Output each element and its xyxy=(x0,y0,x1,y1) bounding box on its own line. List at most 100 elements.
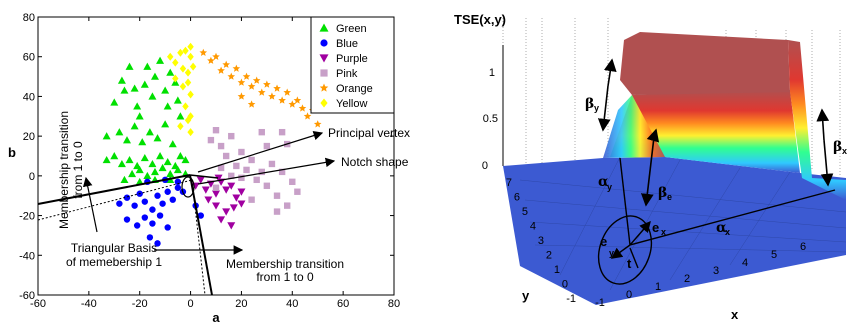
data-point-yellow xyxy=(182,46,189,55)
data-point-blue xyxy=(154,240,161,247)
data-point-orange xyxy=(247,82,256,90)
data-point-green xyxy=(115,128,124,136)
y-tick-label: 20 xyxy=(23,131,35,143)
data-point-blue xyxy=(164,224,171,231)
data-point-green xyxy=(138,138,147,146)
legend-marker-green xyxy=(319,23,329,32)
data-point-green xyxy=(117,159,126,168)
data-point-purple xyxy=(232,194,241,202)
surface-y-axis-label: y xyxy=(522,288,530,303)
scatter-x-axis-label: a xyxy=(212,310,220,323)
data-point-pink xyxy=(207,136,215,144)
data-point-yellow xyxy=(177,48,184,57)
legend-label-yellow: Yellow xyxy=(336,98,367,110)
data-point-pink xyxy=(253,176,260,184)
x-tick-label: 40 xyxy=(286,298,298,310)
data-point-purple xyxy=(212,202,220,210)
surface-chart: 0 0.5 1 xyxy=(454,12,847,322)
data-point-yellow xyxy=(184,68,192,77)
data-point-purple xyxy=(214,174,223,182)
y-tick-label: -60 xyxy=(19,290,35,302)
data-point-orange xyxy=(313,120,322,128)
alpha-x-subscript: x xyxy=(725,227,730,237)
data-point-purple xyxy=(196,176,205,184)
data-point-green xyxy=(176,112,185,120)
scatter-points xyxy=(102,42,322,247)
data-point-orange xyxy=(212,52,220,60)
data-point-green xyxy=(161,120,170,128)
data-point-yellow xyxy=(167,52,174,61)
surface-x-tick-label: -1 xyxy=(595,297,605,309)
data-point-yellow xyxy=(179,64,187,73)
alpha-y-label: α xyxy=(598,174,609,190)
data-point-green xyxy=(161,86,170,94)
membership-boundaries xyxy=(37,174,219,296)
data-point-green xyxy=(120,175,129,184)
data-point-green xyxy=(158,163,167,172)
surface-x-tick-label: 2 xyxy=(684,273,690,285)
data-point-green xyxy=(168,140,177,148)
surface-y-tick-label: 0 xyxy=(562,279,568,291)
data-point-green xyxy=(150,167,159,176)
surface-y-tick-label: 7 xyxy=(506,177,512,189)
data-point-pink xyxy=(258,128,265,136)
data-point-yellow xyxy=(172,74,179,83)
data-point-green xyxy=(130,84,139,92)
legend-marker-orange xyxy=(319,83,329,92)
data-point-pink xyxy=(228,132,235,140)
y-tick-label: 60 xyxy=(23,52,35,64)
x-tick-label: -60 xyxy=(30,298,46,310)
data-point-orange xyxy=(232,64,241,72)
data-point-orange xyxy=(278,96,286,104)
data-point-yellow xyxy=(189,62,197,71)
data-point-green xyxy=(120,86,129,94)
surface-y-tick-label: 3 xyxy=(538,235,544,247)
data-point-pink xyxy=(222,152,230,160)
data-point-pink xyxy=(268,160,276,168)
surface-x-tick-label: 1 xyxy=(655,281,661,293)
surface-y-tick-label: 6 xyxy=(514,192,520,204)
z-tick-label: 0.5 xyxy=(483,113,498,125)
data-point-yellow xyxy=(187,128,194,137)
data-point-green xyxy=(148,159,157,168)
legend-marker-purple xyxy=(319,54,329,63)
data-point-blue xyxy=(159,200,166,207)
legend-label-orange: Orange xyxy=(336,83,373,95)
data-point-pink xyxy=(263,182,271,189)
data-point-orange xyxy=(288,100,297,108)
z-tick-label: 0 xyxy=(482,160,488,172)
data-point-green xyxy=(110,152,119,160)
legend-marker-yellow xyxy=(320,98,328,108)
data-point-pink xyxy=(278,128,286,136)
e-y-subscript: y xyxy=(609,248,614,258)
data-point-blue xyxy=(169,196,176,203)
data-point-blue xyxy=(149,220,156,227)
y-tick-label: -20 xyxy=(19,211,35,223)
surface-beta-arrows xyxy=(597,58,834,207)
data-point-purple xyxy=(237,188,246,196)
surface-x-ticks: -1 0 1 2 3 4 5 6 xyxy=(595,241,806,309)
data-point-orange xyxy=(293,96,302,104)
surface-x-tick-label: 6 xyxy=(800,241,806,253)
data-point-green xyxy=(110,98,119,106)
data-point-yellow xyxy=(187,52,194,61)
x-tick-label: 0 xyxy=(188,298,194,310)
data-point-green xyxy=(125,155,134,164)
data-point-green xyxy=(102,132,111,140)
data-point-yellow xyxy=(184,78,192,87)
scatter-y-axis-label: b xyxy=(8,145,16,160)
beta-x-subscript: x xyxy=(842,146,847,156)
transition-bottom-label-line2: from 1 to 0 xyxy=(256,270,314,284)
scatter-chart: -60 -40 -20 0 20 40 60 80 80 60 40 20 0 -20 -40 -60 Pri… xyxy=(8,12,410,323)
data-point-purple xyxy=(237,200,246,208)
data-point-yellow xyxy=(172,58,179,67)
data-point-pink xyxy=(273,208,281,215)
data-point-yellow xyxy=(187,42,194,51)
data-point-green xyxy=(140,153,149,162)
data-point-pink xyxy=(248,196,255,203)
data-point-orange xyxy=(227,72,236,80)
data-point-orange xyxy=(237,92,246,100)
legend-label-purple: Purple xyxy=(336,53,368,65)
data-point-purple xyxy=(204,196,213,204)
data-point-blue xyxy=(149,206,156,213)
